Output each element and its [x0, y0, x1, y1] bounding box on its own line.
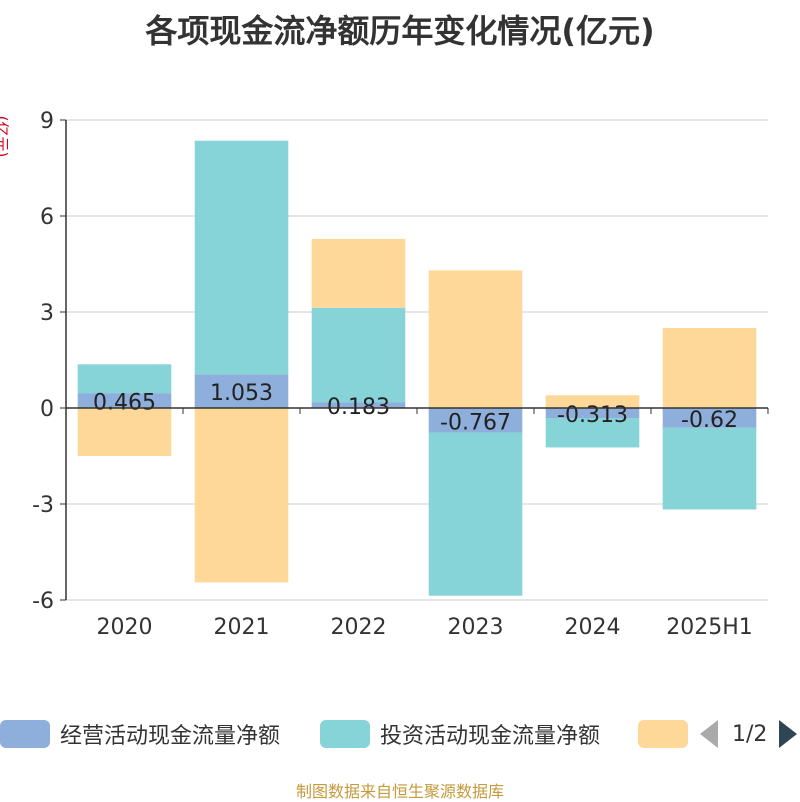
bar-operating	[662, 408, 757, 428]
chart-title: 各项现金流净额历年变化情况(亿元)	[145, 12, 655, 50]
legend-prev-icon[interactable]	[700, 720, 718, 748]
data-label: 1.053	[210, 381, 273, 406]
x-tick-label: 2020	[97, 615, 153, 640]
y-tick-label: 0	[40, 397, 54, 422]
legend-pager: 1/2	[700, 716, 798, 752]
data-label: 0.465	[93, 391, 156, 416]
legend-label-investing: 投资活动现金流量净额	[380, 724, 601, 749]
legend-swatch-financing	[638, 720, 688, 748]
bar-operating	[428, 408, 523, 433]
x-tick-label: 2023	[448, 615, 504, 640]
bar-operating	[311, 402, 406, 408]
legend-item-operating[interactable]: 经营活动现金流量净额	[0, 716, 280, 752]
y-tick-label: -3	[32, 493, 54, 518]
bar-investing	[77, 364, 172, 394]
legend-item-financing[interactable]	[638, 716, 698, 752]
bar-operating	[77, 393, 172, 408]
data-label: -0.767	[440, 410, 511, 435]
legend: 经营活动现金流量净额 投资活动现金流量净额	[0, 716, 800, 752]
bar-operating	[545, 408, 640, 419]
y-tick-label: 3	[40, 301, 54, 326]
bar-investing	[545, 418, 640, 448]
x-tick-label: 2021	[214, 615, 270, 640]
bar-financing	[428, 270, 523, 408]
y-tick-label: -6	[32, 589, 54, 614]
x-tick-label: 2022	[331, 615, 387, 640]
x-tick-label: 2025H1	[666, 615, 753, 640]
data-label: -0.62	[681, 408, 738, 433]
bar-financing	[194, 408, 289, 583]
bar-investing	[311, 307, 406, 403]
bar-financing	[311, 238, 406, 308]
bar-investing	[194, 140, 289, 375]
source-note: 制图数据来自恒生聚源数据库	[295, 782, 504, 801]
data-label: -0.313	[557, 403, 628, 428]
y-tick-label: 9	[40, 109, 54, 134]
bar-investing	[662, 427, 757, 510]
bar-financing	[662, 328, 757, 408]
y-tick-label: 6	[40, 205, 54, 230]
legend-next-icon[interactable]	[779, 720, 798, 748]
bar-investing	[428, 432, 523, 596]
x-tick-label: 2024	[565, 615, 621, 640]
legend-swatch-operating	[0, 720, 50, 748]
legend-label-operating: 经营活动现金流量净额	[60, 724, 281, 749]
bar-financing	[545, 395, 640, 408]
legend-swatch-investing	[320, 720, 370, 748]
bar-operating	[194, 374, 289, 408]
bar-financing	[77, 408, 172, 456]
legend-item-investing[interactable]: 投资活动现金流量净额	[320, 716, 600, 752]
legend-page-indicator: 1/2	[732, 721, 768, 747]
